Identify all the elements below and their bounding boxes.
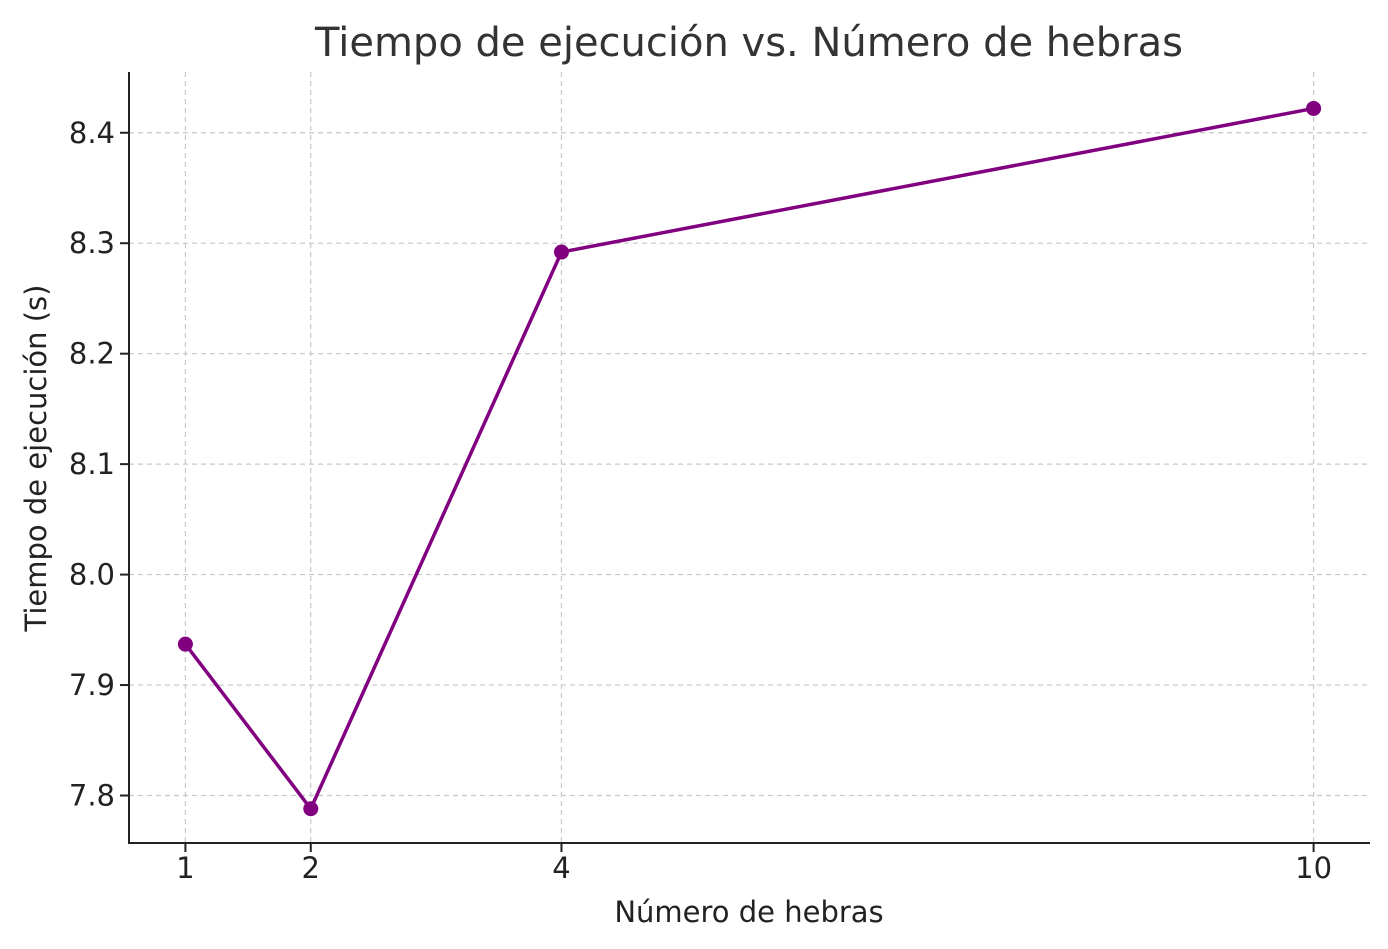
chart-title: Tiempo de ejecución vs. Número de hebras [314, 20, 1183, 66]
y-tick-label: 7.9 [69, 668, 115, 702]
data-point [177, 636, 193, 652]
y-tick-label: 8.3 [69, 226, 115, 260]
series-layer [177, 100, 1322, 817]
data-point [303, 801, 319, 817]
x-axis-label: Número de hebras [614, 895, 883, 929]
series-line [184, 106, 1314, 811]
grid [129, 72, 1370, 843]
axes [128, 72, 1370, 844]
ticks: 1 2 4 10 7.8 7.9 8.0 8.1 8.2 8.3 8.4 [69, 116, 1332, 885]
y-tick-label: 7.8 [69, 779, 115, 813]
data-point [1306, 100, 1322, 116]
y-tick-label: 8.4 [69, 116, 115, 150]
y-tick-label: 8.2 [69, 337, 115, 371]
y-axis-label: Tiempo de ejecución (s) [19, 285, 53, 633]
y-tick-label: 8.0 [69, 558, 115, 592]
x-tick-label: 2 [302, 851, 320, 885]
x-tick-label: 10 [1295, 851, 1332, 885]
data-point [553, 244, 569, 260]
y-tick-label: 8.1 [69, 447, 115, 481]
x-tick-label: 4 [552, 851, 570, 885]
x-tick-label: 1 [176, 851, 194, 885]
